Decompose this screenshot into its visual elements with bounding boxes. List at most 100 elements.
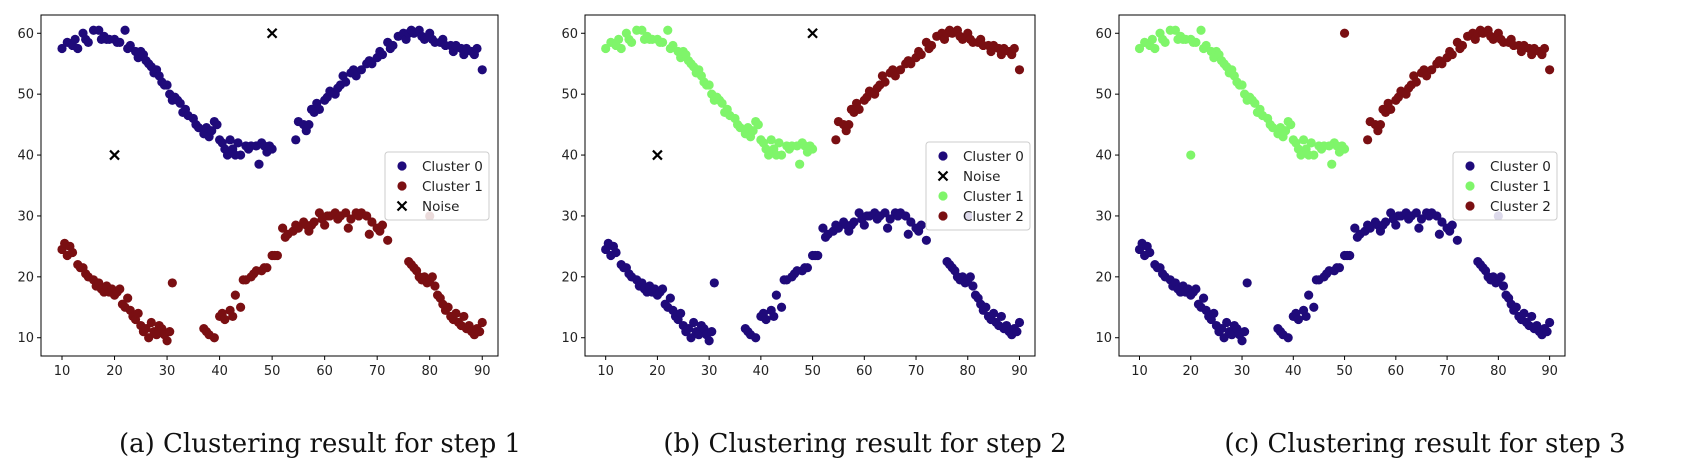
- data-point: [748, 126, 758, 136]
- data-point: [683, 323, 694, 334]
- data-point: [1134, 43, 1145, 54]
- data-point: [965, 272, 975, 282]
- data-point: [115, 284, 125, 294]
- data-point: [1209, 308, 1219, 318]
- y-tick-label: 60: [17, 27, 34, 42]
- data-point: [1545, 317, 1555, 328]
- data-point: [676, 308, 686, 318]
- legend-entry: Noise: [422, 199, 459, 215]
- x-tick-label: 60: [316, 364, 333, 379]
- data-point: [833, 223, 844, 233]
- x-tick-label: 70: [908, 364, 925, 379]
- y-tick-label: 10: [17, 331, 34, 346]
- y-tick-label: 10: [1095, 331, 1112, 346]
- data-point: [193, 123, 204, 133]
- data-point: [477, 65, 487, 75]
- data-point: [1170, 25, 1180, 35]
- data-point: [1542, 327, 1552, 337]
- data-point: [165, 327, 175, 337]
- data-point: [475, 327, 485, 337]
- data-point: [614, 34, 624, 44]
- legend-marker: [938, 191, 948, 201]
- data-point: [831, 135, 841, 145]
- legend-entry: Cluster 0: [963, 149, 1024, 165]
- panel-a: (a) Clustering result for step 1 10 20 30 4…: [17, 14, 521, 459]
- x-tick-label: 50: [264, 364, 281, 379]
- y-tick-label: 10: [561, 331, 578, 346]
- data-point: [957, 34, 968, 44]
- data-point: [1009, 43, 1019, 54]
- panel-c: (c) Clustering result for step 3 10 20 30 4…: [1095, 14, 1626, 459]
- data-point: [1283, 333, 1293, 343]
- data-point: [1539, 43, 1550, 54]
- data-point: [926, 40, 937, 51]
- data-point: [1239, 327, 1250, 337]
- data-point: [766, 135, 776, 145]
- data-point: [1434, 229, 1445, 239]
- data-point: [267, 144, 277, 154]
- data-point: [377, 220, 388, 230]
- data-point: [228, 311, 238, 322]
- data-point: [443, 302, 453, 312]
- data-point: [751, 333, 761, 343]
- data-point: [383, 235, 393, 245]
- data-point: [1391, 220, 1401, 230]
- x-tick-label: 80: [959, 364, 976, 379]
- x-tick-label: 50: [1336, 364, 1353, 379]
- data-point: [1306, 138, 1316, 148]
- noise-point: [266, 27, 278, 39]
- data-point: [341, 208, 351, 218]
- data-point: [451, 308, 461, 318]
- data-point: [882, 223, 893, 233]
- data-point: [1447, 220, 1457, 230]
- data-point: [761, 314, 771, 325]
- data-point: [753, 120, 763, 130]
- data-point: [657, 37, 668, 48]
- data-point: [1527, 311, 1537, 322]
- data-point: [94, 25, 104, 35]
- x-tick-label: 80: [1490, 364, 1507, 379]
- data-point: [776, 302, 787, 312]
- x-tick-label: 90: [474, 364, 491, 379]
- data-point: [278, 223, 288, 233]
- x-tick-label: 80: [421, 364, 438, 379]
- legend: Cluster 0 Cluster 1 Noise: [384, 151, 490, 221]
- data-point: [73, 43, 83, 54]
- data-point: [1301, 311, 1311, 322]
- data-point: [704, 80, 714, 90]
- x-tick-label: 70: [369, 364, 386, 379]
- data-point: [151, 330, 162, 340]
- y-tick-label: 20: [17, 270, 34, 285]
- caption-a: (a) Clustering result for step 1: [119, 429, 521, 459]
- series-cluster-1: [57, 208, 487, 346]
- data-point: [293, 223, 303, 233]
- data-point: [225, 135, 235, 145]
- data-point: [162, 336, 172, 346]
- x-tick-label: 60: [856, 364, 873, 379]
- data-point: [125, 40, 135, 51]
- legend-noise-marker: [396, 200, 408, 212]
- data-point: [1386, 104, 1396, 114]
- data-point: [849, 217, 859, 227]
- series-cluster-1: [1134, 25, 1350, 169]
- data-point: [362, 211, 372, 221]
- data-point: [1334, 263, 1345, 273]
- data-point: [141, 323, 151, 334]
- data-point: [57, 43, 67, 54]
- data-point: [795, 159, 805, 169]
- legend-marker: [938, 151, 948, 161]
- legend-marker: [397, 161, 407, 171]
- legend-frame: [925, 141, 1031, 231]
- data-point: [854, 104, 864, 114]
- legend-noise-marker: [937, 170, 949, 182]
- data-point: [663, 25, 673, 35]
- legend-entry: Noise: [963, 169, 1000, 185]
- x-tick-label: 50: [804, 364, 821, 379]
- series-cluster-0: [601, 208, 1025, 346]
- data-point: [921, 235, 931, 245]
- data-point: [1345, 250, 1355, 261]
- legend-marker: [397, 181, 407, 191]
- data-point: [1201, 40, 1211, 51]
